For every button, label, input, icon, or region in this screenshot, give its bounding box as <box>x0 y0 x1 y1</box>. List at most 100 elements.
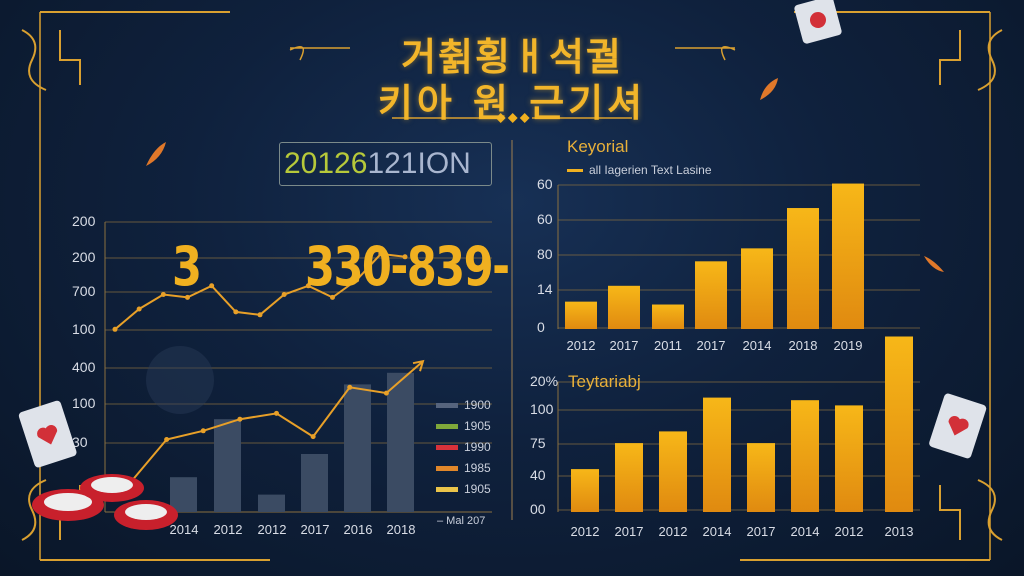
x-tick-label: 2012 <box>566 338 596 353</box>
bar <box>344 384 371 512</box>
badge-part-2: 121ION <box>367 147 471 180</box>
x-tick-label: 2019 <box>833 338 863 353</box>
x-tick-label: 2012 <box>570 524 600 539</box>
bar <box>747 443 775 512</box>
leaf-icon <box>146 142 166 166</box>
y-tick-label: 00 <box>530 501 546 517</box>
x-tick-label: 2018 <box>788 338 818 353</box>
arrow-head <box>412 359 425 372</box>
x-tick-label: 2014 <box>742 338 772 353</box>
y-tick-label: 0 <box>537 319 545 335</box>
legend-label: 1905 <box>464 419 491 433</box>
y-tick-label: 100 <box>72 321 96 337</box>
legend-label: 1905 <box>464 482 491 496</box>
x-tick-label: 2017 <box>300 522 330 537</box>
x-tick-label: 2012 <box>834 524 864 539</box>
playing-card-icon <box>929 393 987 459</box>
bar <box>659 431 687 512</box>
y-tick-label: 14 <box>537 281 553 297</box>
legend-swatch <box>436 486 458 492</box>
playing-card-icon <box>794 0 842 44</box>
y-tick-label: 75 <box>530 435 546 451</box>
x-tick-label: 2014 <box>169 522 199 537</box>
legend-item: 1905 <box>436 419 491 433</box>
data-point <box>233 309 239 315</box>
bar <box>387 372 414 512</box>
badge-part-1: 20126 <box>284 147 368 180</box>
bar <box>565 301 597 329</box>
x-tick-label: 2011 <box>654 338 682 353</box>
bar <box>703 397 731 512</box>
headline-badge: 20126121ION <box>279 142 492 186</box>
legend-item: 1905 <box>436 482 491 496</box>
x-tick-label: 2012 <box>257 522 287 537</box>
x-tick-label: 2013 <box>884 524 914 539</box>
data-point <box>330 294 335 300</box>
data-point <box>383 390 389 396</box>
legend-label: 1900 <box>464 398 491 412</box>
data-point <box>354 277 360 283</box>
legend-swatch <box>436 423 458 429</box>
x-tick-label: 2012 <box>658 524 688 539</box>
y-tick-label: 400 <box>72 359 96 375</box>
data-point <box>160 292 166 297</box>
data-point <box>200 428 206 434</box>
y-tick-label: 100 <box>72 395 96 411</box>
bar <box>615 443 643 512</box>
bar <box>170 477 197 512</box>
y-tick-label: 60 <box>537 176 553 192</box>
y-tick-label: 60 <box>537 211 553 227</box>
x-tick-label: 2014 <box>790 524 820 539</box>
leaf-icon <box>924 256 944 272</box>
y-tick-label: 200 <box>72 249 96 265</box>
legend-swatch <box>436 465 458 471</box>
data-point <box>281 292 287 297</box>
x-tick-label: 2017 <box>614 524 644 539</box>
legend-label: 1985 <box>464 461 491 475</box>
y-tick-label: 40 <box>530 467 546 483</box>
legend-swatch <box>436 402 458 408</box>
bar <box>571 469 599 512</box>
right-top-chart-title: Keyorial <box>567 137 629 156</box>
bar <box>214 419 241 512</box>
x-tick-label: 2014 <box>702 524 732 539</box>
film-reel-icon <box>146 346 214 414</box>
x-tick-label: 2017 <box>609 338 639 353</box>
title-line-1: 거췱횡ㅐ석궐 <box>401 35 623 79</box>
data-point <box>185 294 190 300</box>
data-point <box>257 312 263 318</box>
bar <box>835 405 863 512</box>
bar <box>885 336 913 512</box>
y-tick-label: 80 <box>537 246 553 262</box>
bar <box>301 454 328 512</box>
data-point <box>112 326 118 332</box>
data-point <box>305 283 311 289</box>
bar <box>608 285 640 329</box>
annotation-big-number-1: 3 <box>172 235 202 298</box>
playing-card-icon <box>18 400 77 468</box>
legend-item: 1900 <box>436 398 491 412</box>
legend-swatch <box>567 168 583 172</box>
legend-swatch <box>436 444 458 450</box>
legend-item: 1985 <box>436 461 491 475</box>
x-tick-label: 2016 <box>343 522 373 537</box>
data-point <box>378 251 384 257</box>
data-point <box>402 254 408 260</box>
poker-chips-icon <box>32 474 178 530</box>
y-tick-label: 30 <box>72 434 88 450</box>
data-point <box>136 306 142 312</box>
title-line-2: 키아 원 근기셔 <box>377 81 647 125</box>
data-point <box>237 416 243 422</box>
y-tick-label: 700 <box>72 283 96 299</box>
data-point <box>347 384 353 390</box>
bar <box>832 183 864 329</box>
leaf-icon <box>760 78 778 100</box>
legend-note: – Mal 207 <box>437 515 486 527</box>
x-tick-label: 2017 <box>696 338 726 353</box>
bar <box>741 248 773 329</box>
bar <box>652 304 684 329</box>
